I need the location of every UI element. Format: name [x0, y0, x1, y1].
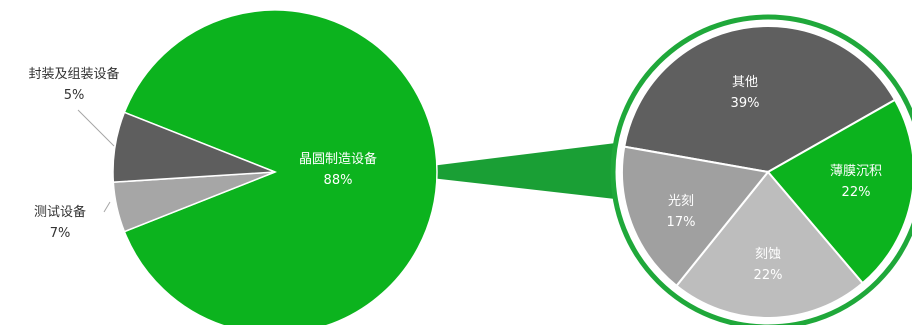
- slice-percent: 88%: [324, 173, 353, 188]
- slice-label: 测试设备: [34, 204, 86, 220]
- detail-pie-slice: [623, 25, 897, 174]
- slice-percent: 39%: [731, 96, 760, 111]
- main-pie: [112, 9, 438, 325]
- detail-pie-slice: [621, 145, 770, 288]
- slice-percent: 22%: [754, 268, 783, 283]
- slice-percent: 17%: [667, 215, 696, 230]
- detail-pie: [610, 14, 912, 325]
- connector-layer: [431, 142, 624, 200]
- slice-percent: 7%: [50, 226, 71, 241]
- leader-line: [103, 201, 111, 213]
- pie-connector: [431, 142, 624, 200]
- slice-label: 晶圆制造设备: [299, 151, 377, 167]
- main-pie-slice: [123, 9, 438, 325]
- slice-label: 其他: [732, 75, 758, 90]
- main-pie-slice: [112, 111, 276, 183]
- detail-pie-slice: [675, 170, 865, 319]
- slice-percent: 5%: [64, 88, 85, 103]
- slice-label: 薄膜沉积: [830, 164, 882, 179]
- data-labels: 晶圆制造设备 88% 封装及组装设备 5% 测试设备 7% 其他 39% 薄膜沉积 22% 刻蚀 22…: [28, 66, 882, 283]
- slice-label: 封装及组装设备: [28, 66, 119, 82]
- slice-label: 刻蚀: [755, 247, 781, 262]
- slice-percent: 22%: [842, 185, 871, 200]
- leader-lines: [77, 109, 115, 213]
- leader-line: [77, 109, 115, 147]
- slice-label: 光刻: [668, 194, 694, 209]
